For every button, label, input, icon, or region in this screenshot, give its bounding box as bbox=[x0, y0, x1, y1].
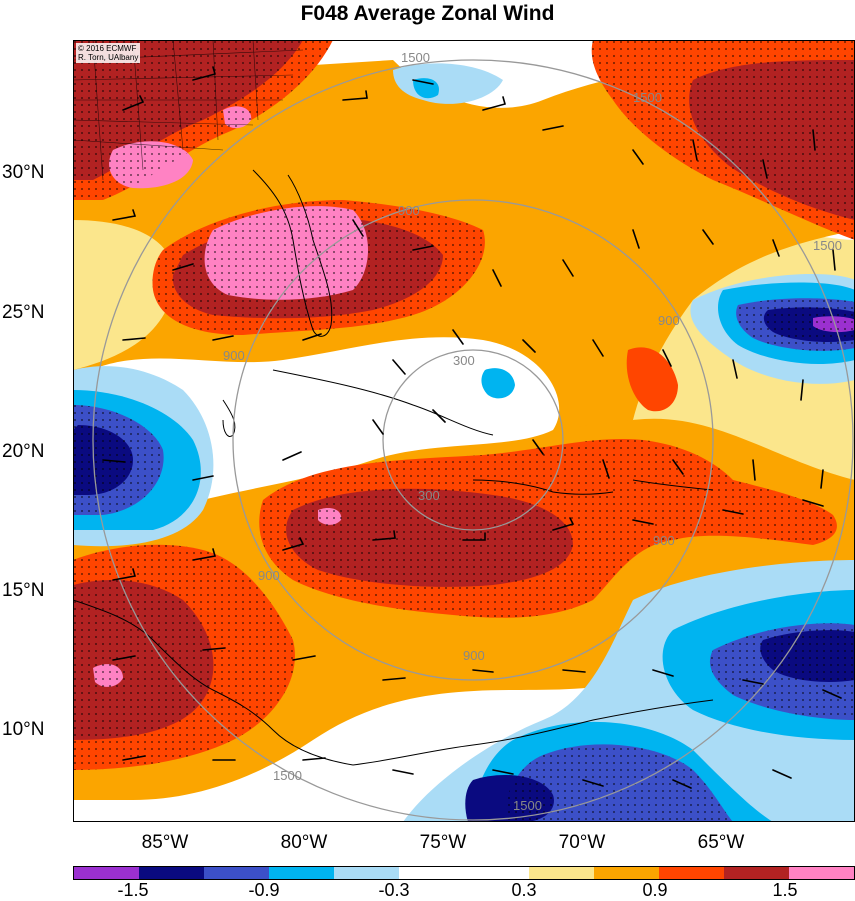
state-boundaries bbox=[73, 40, 304, 181]
copyright-line: © 2016 ECMWF bbox=[78, 44, 137, 53]
colorbar-swatch bbox=[464, 867, 529, 879]
lat-label-20n: 20°N bbox=[2, 441, 45, 462]
lon-label-80w: 80°W bbox=[280, 832, 328, 853]
lat-label-10n: 10°N bbox=[2, 719, 45, 740]
contour-label: 900 bbox=[258, 568, 280, 583]
stipple-east bbox=[736, 298, 855, 351]
lon-label-75w: 75°W bbox=[419, 832, 467, 853]
lat-label-25n: 25°N bbox=[2, 302, 45, 323]
stipple-southeast bbox=[709, 623, 855, 720]
colorbar-label: -0.3 bbox=[378, 880, 410, 900]
coastlines bbox=[73, 169, 714, 766]
lat-label-15n: 15°N bbox=[2, 580, 45, 601]
wind-barbs bbox=[102, 66, 842, 789]
stipple-northwest bbox=[73, 40, 333, 200]
stipple-caribbean bbox=[259, 438, 837, 618]
colorbar-label: -1.5 bbox=[117, 880, 149, 900]
colorbar-swatch bbox=[269, 867, 334, 879]
zonal-wind-map: 1500 1500 1500 1500 1500 900 900 900 900… bbox=[73, 40, 855, 822]
colorbar-swatch bbox=[399, 867, 464, 879]
contour-label: 900 bbox=[223, 348, 245, 363]
colorbar-swatch bbox=[594, 867, 659, 879]
ring-900 bbox=[232, 199, 714, 681]
colorbar-swatch bbox=[659, 867, 724, 879]
contour-label: 1500 bbox=[401, 50, 430, 65]
contour-label: 1500 bbox=[513, 798, 542, 813]
distance-rings bbox=[92, 59, 854, 821]
contour-label: 1500 bbox=[633, 90, 662, 105]
lon-label-85w: 85°W bbox=[141, 832, 189, 853]
colorbar-swatch bbox=[74, 867, 139, 879]
contour-label: 900 bbox=[658, 313, 680, 328]
contour-label: 300 bbox=[418, 488, 440, 503]
lon-label-70w: 70°W bbox=[558, 832, 606, 853]
stipple-south bbox=[503, 744, 733, 822]
contour-label: 900 bbox=[653, 533, 675, 548]
colorbar-swatch bbox=[139, 867, 204, 879]
chart-title: F048 Average Zonal Wind bbox=[300, 2, 555, 25]
map-svg: 1500 1500 1500 1500 1500 900 900 900 900… bbox=[73, 40, 855, 822]
colorbar-swatch bbox=[724, 867, 789, 879]
colorbar-label: 0.3 bbox=[511, 880, 537, 900]
negative-moderate-spot-center bbox=[481, 368, 515, 399]
colorbar-swatch bbox=[204, 867, 269, 879]
colorbar-label: 0.9 bbox=[642, 880, 668, 900]
colorbar-swatch bbox=[529, 867, 594, 879]
contour-labels: 1500 1500 1500 1500 1500 900 900 900 900… bbox=[223, 50, 842, 813]
contour-label: 900 bbox=[463, 648, 485, 663]
stipple-florida bbox=[152, 200, 485, 335]
colorbar bbox=[73, 866, 855, 880]
contour-label: 1500 bbox=[273, 768, 302, 783]
colorbar-label: 1.5 bbox=[772, 880, 798, 900]
credit-line: R. Torn, UAlbany bbox=[78, 53, 139, 62]
colorbar-label: -0.9 bbox=[248, 880, 280, 900]
ring-300 bbox=[382, 349, 564, 531]
colorbar-swatch bbox=[334, 867, 399, 879]
colorbar-swatch bbox=[789, 867, 854, 879]
contour-label: 300 bbox=[453, 353, 475, 368]
lon-label-65w: 65°W bbox=[697, 832, 745, 853]
stipple-northeast bbox=[591, 40, 855, 240]
contour-label: 900 bbox=[398, 203, 420, 218]
ring-1500 bbox=[92, 59, 854, 821]
lat-label-30n: 30°N bbox=[2, 162, 45, 183]
copyright-box: © 2016 ECMWF R. Torn, UAlbany bbox=[76, 43, 141, 63]
positive-strong-spot-east bbox=[626, 347, 678, 412]
contour-label: 1500 bbox=[813, 238, 842, 253]
